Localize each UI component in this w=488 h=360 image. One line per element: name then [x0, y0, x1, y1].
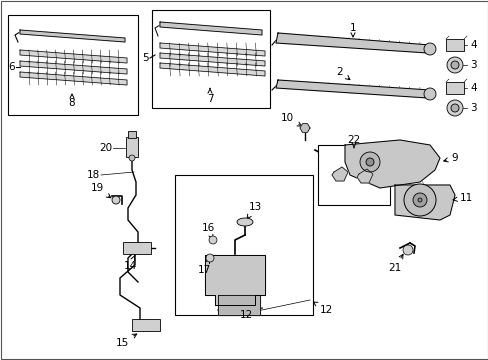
- Text: 1: 1: [349, 23, 356, 37]
- Circle shape: [129, 155, 135, 161]
- Text: 19: 19: [90, 183, 111, 198]
- Text: 8: 8: [68, 94, 75, 108]
- Text: 20: 20: [99, 143, 112, 153]
- Circle shape: [423, 88, 435, 100]
- Bar: [132, 319, 160, 331]
- Circle shape: [205, 254, 214, 262]
- Polygon shape: [275, 80, 429, 98]
- Circle shape: [208, 236, 217, 244]
- Bar: [445, 82, 463, 94]
- Polygon shape: [218, 295, 260, 315]
- Text: 15: 15: [115, 334, 137, 348]
- Polygon shape: [394, 185, 454, 220]
- Text: 10: 10: [280, 113, 301, 126]
- Polygon shape: [20, 72, 127, 85]
- Bar: [8, 15, 138, 115]
- Text: 2: 2: [336, 67, 349, 80]
- Polygon shape: [20, 30, 125, 42]
- Polygon shape: [160, 63, 264, 76]
- Polygon shape: [160, 43, 264, 56]
- Text: 4: 4: [469, 40, 476, 50]
- Polygon shape: [20, 50, 127, 63]
- Text: 22: 22: [346, 135, 360, 148]
- Text: 17: 17: [197, 259, 210, 275]
- Text: 13: 13: [246, 202, 261, 219]
- Circle shape: [450, 104, 458, 112]
- Circle shape: [417, 198, 421, 202]
- Circle shape: [359, 152, 379, 172]
- Text: 12: 12: [313, 302, 332, 315]
- Circle shape: [112, 196, 120, 204]
- Circle shape: [403, 184, 435, 216]
- Polygon shape: [160, 22, 262, 35]
- Polygon shape: [345, 140, 439, 188]
- Circle shape: [365, 158, 373, 166]
- Bar: [126, 137, 138, 157]
- Polygon shape: [275, 33, 429, 53]
- Text: 7: 7: [206, 89, 213, 104]
- Bar: [123, 242, 151, 254]
- Circle shape: [402, 245, 412, 255]
- Bar: [317, 145, 389, 205]
- Text: 12: 12: [240, 310, 253, 320]
- Bar: [152, 10, 269, 108]
- Circle shape: [446, 100, 462, 116]
- Text: 5: 5: [142, 53, 149, 63]
- Bar: [128, 131, 136, 138]
- Text: 4: 4: [469, 83, 476, 93]
- Polygon shape: [20, 61, 127, 74]
- Text: 11: 11: [452, 193, 472, 203]
- Text: 9: 9: [443, 153, 457, 163]
- Text: 21: 21: [387, 254, 402, 273]
- Text: 6: 6: [8, 62, 15, 72]
- Text: 3: 3: [469, 60, 476, 70]
- Polygon shape: [356, 169, 372, 183]
- Polygon shape: [160, 53, 264, 66]
- Text: 3: 3: [469, 103, 476, 113]
- Circle shape: [446, 57, 462, 73]
- Bar: [445, 39, 463, 51]
- Polygon shape: [299, 124, 309, 132]
- Polygon shape: [331, 167, 347, 181]
- Circle shape: [412, 193, 426, 207]
- Text: 16: 16: [201, 223, 214, 239]
- Bar: [175, 175, 312, 315]
- Text: 14: 14: [123, 256, 136, 271]
- Text: 18: 18: [86, 170, 100, 180]
- Circle shape: [423, 43, 435, 55]
- Polygon shape: [204, 255, 264, 305]
- Ellipse shape: [237, 218, 252, 226]
- Circle shape: [450, 61, 458, 69]
